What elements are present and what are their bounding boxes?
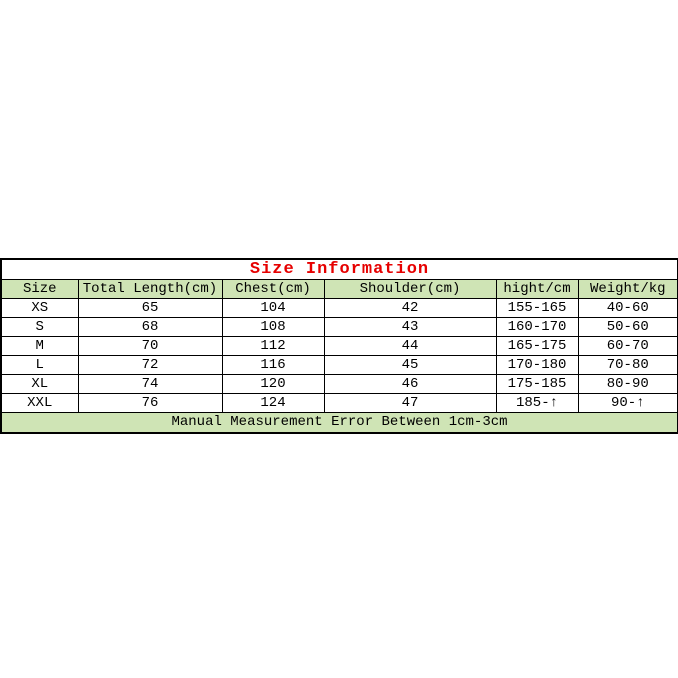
table-header-row: Size Total Length(cm) Chest(cm) Shoulder… — [0, 279, 678, 299]
size-chart: Size Information Size Total Length(cm) C… — [0, 258, 678, 434]
column-header-size: Size — [0, 279, 79, 299]
cell-weight: 50-60 — [577, 317, 678, 337]
cell-shoulder: 44 — [323, 336, 497, 356]
cell-size: XXL — [0, 393, 79, 413]
cell-hight: 175-185 — [495, 374, 579, 394]
table-title-row: Size Information — [0, 258, 678, 280]
column-header-shoulder: Shoulder(cm) — [323, 279, 497, 299]
cell-chest: 104 — [221, 298, 325, 318]
cell-chest: 108 — [221, 317, 325, 337]
cell-size: XL — [0, 374, 79, 394]
cell-size: M — [0, 336, 79, 356]
cell-shoulder: 47 — [323, 393, 497, 413]
cell-total-length: 74 — [77, 374, 223, 394]
cell-weight: 60-70 — [577, 336, 678, 356]
cell-weight: 40-60 — [577, 298, 678, 318]
cell-shoulder: 45 — [323, 355, 497, 375]
table-row-xl: XL 74 120 46 175-185 80-90 — [0, 374, 678, 394]
column-header-total-length: Total Length(cm) — [77, 279, 223, 299]
cell-shoulder: 42 — [323, 298, 497, 318]
cell-chest: 112 — [221, 336, 325, 356]
cell-weight: 80-90 — [577, 374, 678, 394]
cell-chest: 120 — [221, 374, 325, 394]
cell-total-length: 76 — [77, 393, 223, 413]
cell-hight: 170-180 — [495, 355, 579, 375]
column-header-chest: Chest(cm) — [221, 279, 325, 299]
size-table: Size Information Size Total Length(cm) C… — [0, 258, 678, 434]
cell-total-length: 68 — [77, 317, 223, 337]
cell-total-length: 65 — [77, 298, 223, 318]
cell-total-length: 70 — [77, 336, 223, 356]
table-row-m: M 70 112 44 165-175 60-70 — [0, 336, 678, 356]
cell-hight: 185-↑ — [495, 393, 579, 413]
cell-size: S — [0, 317, 79, 337]
table-row-s: S 68 108 43 160-170 50-60 — [0, 317, 678, 337]
table-row-xs: XS 65 104 42 155-165 40-60 — [0, 298, 678, 318]
table-row-xxl: XXL 76 124 47 185-↑ 90-↑ — [0, 393, 678, 413]
cell-weight: 90-↑ — [577, 393, 678, 413]
cell-hight: 155-165 — [495, 298, 579, 318]
table-footer-row: Manual Measurement Error Between 1cm-3cm — [0, 412, 678, 434]
cell-weight: 70-80 — [577, 355, 678, 375]
cell-size: XS — [0, 298, 79, 318]
cell-shoulder: 46 — [323, 374, 497, 394]
column-header-hight: hight/cm — [495, 279, 579, 299]
table-row-l: L 72 116 45 170-180 70-80 — [0, 355, 678, 375]
column-header-weight: Weight/kg — [577, 279, 678, 299]
cell-size: L — [0, 355, 79, 375]
table-title: Size Information — [0, 258, 678, 280]
cell-total-length: 72 — [77, 355, 223, 375]
cell-hight: 160-170 — [495, 317, 579, 337]
cell-hight: 165-175 — [495, 336, 579, 356]
measurement-error-note: Manual Measurement Error Between 1cm-3cm — [0, 412, 678, 434]
cell-chest: 116 — [221, 355, 325, 375]
cell-shoulder: 43 — [323, 317, 497, 337]
cell-chest: 124 — [221, 393, 325, 413]
